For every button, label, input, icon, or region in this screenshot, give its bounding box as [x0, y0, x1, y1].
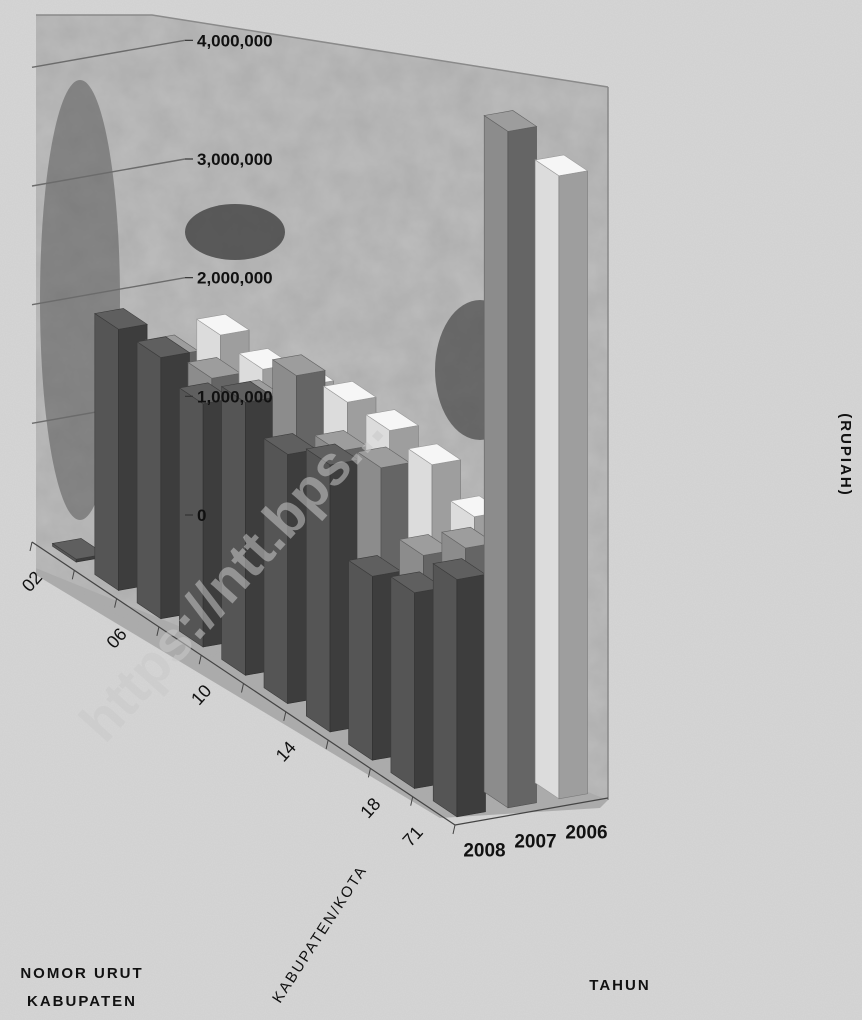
bar-front-face: [349, 560, 373, 760]
bar-front-face: [484, 116, 508, 808]
bar-side-face: [559, 171, 588, 799]
y-tick-label: 2,000,000: [197, 269, 273, 288]
bar-side-face: [457, 574, 486, 816]
x-axis-title-line1: NOMOR URUT: [20, 965, 143, 982]
depth-axis-title: TAHUN: [589, 977, 650, 994]
bar-front-face: [433, 564, 457, 817]
bar-front-face: [137, 342, 161, 619]
year-label: 2008: [463, 841, 505, 862]
bar-2008-71: [433, 559, 485, 817]
y-tick-label: 1,000,000: [197, 387, 273, 406]
year-label: 2007: [514, 832, 556, 853]
bar-2007-71: [484, 111, 536, 808]
bar-front-face: [535, 160, 559, 799]
y-axis-title: (RUPIAH): [837, 413, 854, 497]
y-tick-label: 3,000,000: [197, 150, 273, 169]
y-tick-label: 4,000,000: [197, 31, 273, 50]
bar-2006-71: [535, 155, 587, 799]
wall-dark-blot: [185, 204, 285, 260]
bar-front-face: [95, 314, 119, 591]
x-axis-title-line2: KABUPATEN: [27, 993, 137, 1010]
y-tick-label: 0: [197, 506, 206, 525]
year-label: 2006: [565, 823, 607, 844]
bar-side-face: [508, 126, 537, 807]
bar-front-face: [391, 577, 415, 789]
